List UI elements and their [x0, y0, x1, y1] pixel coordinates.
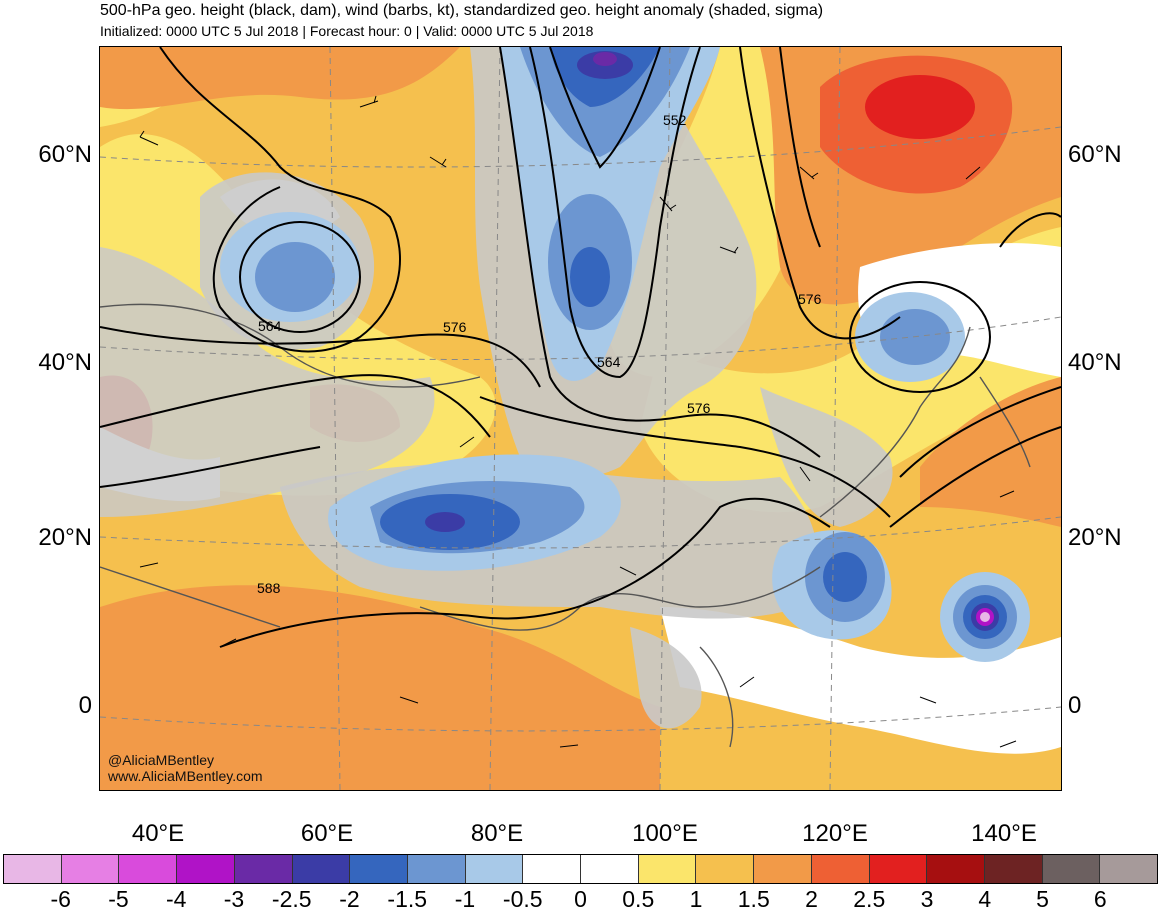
lat-label: 20°N — [1068, 524, 1122, 551]
colorbar-tick-label: 4 — [978, 886, 992, 912]
colorbar-tick-label: 6 — [1093, 886, 1107, 912]
colorbar-tick-label: -1 — [454, 886, 476, 912]
lat-label: 20°N — [38, 524, 92, 551]
contour-label: 552 — [663, 112, 687, 128]
colorbar-swatch — [1042, 855, 1101, 883]
colorbar-tick-label: -2.5 — [271, 886, 312, 912]
colorbar-swatch — [811, 855, 870, 883]
colorbar-tick-label: -2 — [339, 886, 360, 912]
colorbar-swatch — [61, 855, 120, 883]
lat-label: 0 — [78, 692, 92, 719]
contour-label: 564 — [258, 318, 282, 334]
lat-label: 60°N — [1068, 141, 1122, 168]
lat-label: 0 — [1068, 692, 1082, 719]
map-panel: 552 564 576 564 576 576 588 @AliciaMBent… — [99, 46, 1062, 791]
colorbar-swatch — [292, 855, 351, 883]
colorbar-tick-label: -4 — [166, 886, 187, 912]
colorbar-tick-label: 1.5 — [737, 886, 770, 912]
colorbar-swatch — [638, 855, 697, 883]
contour-label: 588 — [257, 580, 281, 596]
credit-handle: @AliciaMBentley — [108, 752, 215, 768]
colorbar-tick-label: 3 — [920, 886, 934, 912]
colorbar-swatch — [234, 855, 293, 883]
colorbar-tick-label: 0 — [574, 886, 587, 912]
colorbar-legend — [3, 854, 1158, 884]
colorbar-tick-label: 2.5 — [853, 886, 886, 912]
lon-label: 140°E — [971, 820, 1037, 847]
colorbar-swatch — [754, 855, 812, 883]
colorbar-tick-label: 1 — [689, 886, 703, 912]
lat-label: 60°N — [38, 141, 92, 168]
colorbar-swatch — [581, 855, 639, 883]
colorbar-swatch — [696, 855, 755, 883]
colorbar-swatch — [177, 855, 235, 883]
chart-subtitle: Initialized: 0000 UTC 5 Jul 2018 | Forec… — [100, 23, 594, 39]
colorbar-swatch — [869, 855, 928, 883]
credit-website: www.AliciaMBentley.com — [108, 768, 263, 784]
contour-label: 576 — [687, 400, 711, 416]
chart-title: 500-hPa geo. height (black, dam), wind (… — [100, 2, 824, 19]
colorbar-tick-label: -0.5 — [502, 886, 543, 912]
colorbar-swatch — [119, 855, 178, 883]
colorbar-swatch — [4, 855, 62, 883]
colorbar-tick-label: -1.5 — [387, 886, 428, 912]
lat-label: 40°N — [1068, 349, 1122, 376]
colorbar-tick-label: 0.5 — [622, 886, 655, 912]
lon-label: 40°E — [131, 820, 185, 847]
colorbar-swatch — [984, 855, 1043, 883]
colorbar-swatch — [407, 855, 466, 883]
colorbar-swatch — [1100, 855, 1158, 883]
anomaly-map: 552 564 576 564 576 576 588 — [100, 47, 1061, 790]
colorbar-swatch — [465, 855, 524, 883]
contour-label: 576 — [798, 291, 822, 307]
contour-label: 564 — [597, 354, 621, 370]
lon-label: 100°E — [632, 820, 698, 847]
lat-label: 40°N — [38, 349, 92, 376]
colorbar-swatch — [350, 855, 408, 883]
colorbar-tick-label: -5 — [108, 886, 129, 912]
colorbar-swatch — [523, 855, 582, 883]
colorbar-tick-label: -6 — [50, 886, 71, 912]
colorbar-tick-label: -3 — [223, 886, 245, 912]
contour-label: 576 — [443, 319, 467, 335]
colorbar-tick-label: 2 — [805, 886, 818, 912]
lon-label: 80°E — [470, 820, 524, 847]
colorbar-tick-label: 5 — [1036, 886, 1049, 912]
colorbar-swatch — [927, 855, 985, 883]
lon-label: 60°E — [300, 820, 354, 847]
lon-label: 120°E — [802, 820, 868, 847]
